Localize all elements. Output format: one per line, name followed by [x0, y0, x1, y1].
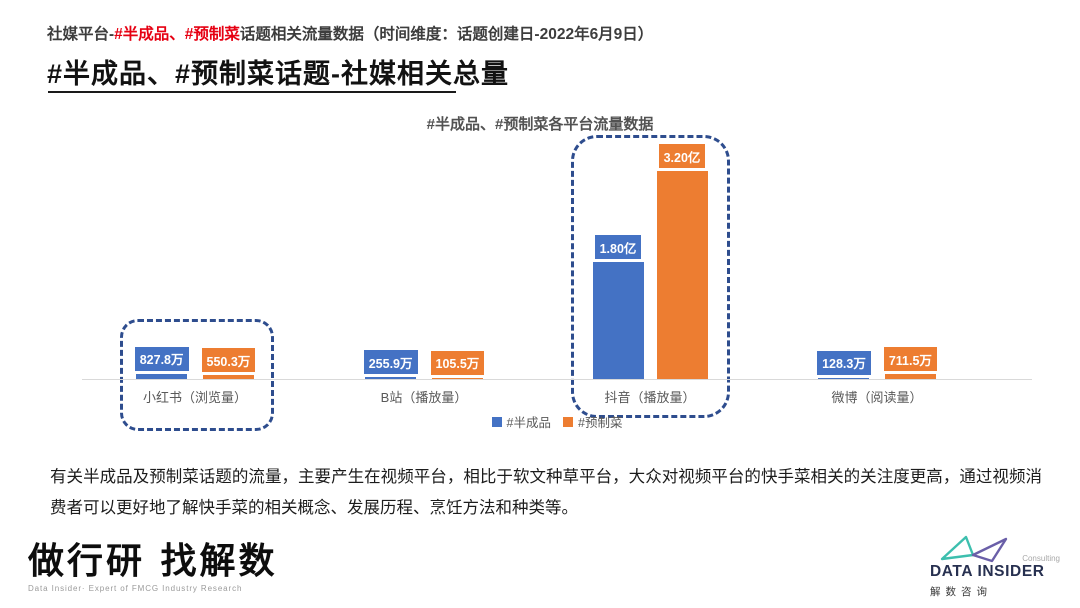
- consulting-label: Consulting: [1022, 554, 1060, 563]
- bar-column: 1.80亿: [592, 235, 644, 379]
- value-label: 3.20亿: [658, 144, 706, 168]
- brand-slogan-subtitle: Data Insider· Expert of FMCG Industry Re…: [28, 584, 243, 594]
- kicker-suffix: 话题相关流量数据（时间维度：话题创建日-2022年6月9日）: [239, 26, 654, 43]
- bar-column: 128.3万: [817, 350, 871, 379]
- legend-label: #预制菜: [578, 416, 623, 430]
- x-axis-line: [82, 379, 1032, 380]
- bar-group-2: 255.9万 105.5万: [344, 350, 504, 379]
- value-label: 550.3万: [201, 348, 256, 373]
- bar: [656, 171, 708, 379]
- category-label: B站（播放量）: [380, 390, 468, 405]
- value-label: 255.9万: [363, 350, 418, 375]
- value-label: 827.8万: [134, 346, 189, 371]
- kicker-prefix: 社媒平台-: [47, 26, 115, 43]
- bar: [431, 377, 483, 379]
- title-underline: [48, 91, 456, 93]
- jieshu-consulting-cn: 解数咨询: [930, 586, 992, 598]
- bar-group-3: 1.80亿 3.20亿: [570, 144, 730, 379]
- footer-brand-left: 做行研 找解数 Data Insider· Expert of FMCG Ind…: [28, 540, 278, 594]
- legend-item: #预制菜: [563, 412, 622, 431]
- legend-item: #半成品: [491, 412, 551, 431]
- chart-title: #半成品、#预制菜各平台流量数据: [426, 116, 654, 133]
- bar-column: 550.3万: [201, 348, 256, 379]
- bar-column: 105.5万: [430, 350, 485, 379]
- brand-slogan: 做行研 找解数: [28, 540, 278, 582]
- bar: [136, 373, 188, 379]
- bar: [592, 262, 644, 379]
- bar-column: 711.5万: [883, 347, 937, 379]
- bar-column: 255.9万: [363, 350, 418, 379]
- bar: [818, 377, 870, 379]
- data-insider-logo-icon: [940, 535, 1008, 563]
- page-title: #半成品、#预制菜话题-社媒相关总量: [47, 59, 510, 89]
- value-label: 105.5万: [430, 350, 485, 375]
- bar: [365, 377, 417, 379]
- legend-label: #半成品: [506, 416, 551, 430]
- legend-swatch-icon: [563, 416, 573, 427]
- chart-legend: #半成品 #预制菜: [82, 412, 1032, 431]
- bar: [202, 375, 254, 379]
- category-label: 抖音（播放量）: [604, 390, 696, 405]
- value-label: 128.3万: [817, 350, 871, 375]
- bar-column: 827.8万: [134, 346, 189, 379]
- bar-group-1: 827.8万 550.3万: [115, 346, 275, 379]
- kicker-highlight: #半成品、#预制菜: [114, 26, 240, 43]
- legend-swatch-icon: [491, 416, 502, 427]
- category-label: 微博（阅读量）: [831, 390, 923, 405]
- summary-paragraph: 有关半成品及预制菜话题的流量，主要产生在视频平台，相比于软文种草平台，大众对视频…: [50, 468, 1042, 518]
- bar: [884, 374, 936, 379]
- highlight-box-douyin: [571, 135, 730, 418]
- value-label: 1.80亿: [594, 235, 642, 259]
- value-label: 711.5万: [883, 347, 937, 372]
- bar-column: 3.20亿: [656, 144, 708, 379]
- category-label: 小红书（浏览量）: [142, 390, 247, 405]
- highlight-box-xiaohongshu: [120, 319, 274, 431]
- data-insider-wordmark: DATA INSIDER: [930, 563, 1045, 580]
- bar-group-4: 128.3万 711.5万: [797, 347, 957, 379]
- footer-brand-right: Consulting DATA INSIDER 解数咨询: [930, 533, 1066, 599]
- kicker-line: 社媒平台-#半成品、#预制菜话题相关流量数据（时间维度：话题创建日-2022年6…: [47, 22, 653, 44]
